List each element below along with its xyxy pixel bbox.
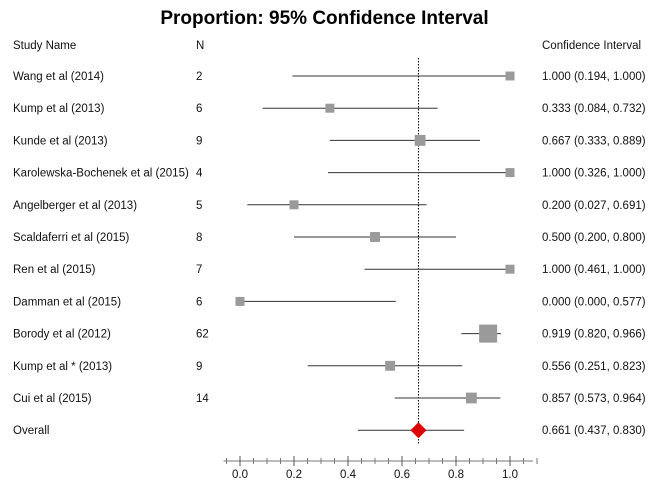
study-row: Scaldaferri et al (2015) 8 0.500 (0.200, 0… [13,232,646,244]
study-marker [505,71,515,81]
study-marker [385,360,396,371]
study-name: Borody et al (2012) [13,329,111,341]
study-marker [465,392,477,404]
study-row: Kunde et al (2013) 9 0.667 (0.333, 0.889) [13,135,646,147]
study-n: 2 [196,71,202,83]
study-row: Angelberger et al (2013) 5 0.200 (0.027, 0… [13,200,646,212]
study-ci-text: 0.667 (0.333, 0.889) [542,135,646,147]
overall-ci-text: 0.661 (0.437, 0.830) [542,425,646,437]
study-name: Kump et al (2013) [13,103,105,115]
axis-tick-label: 0.0 [232,469,248,481]
study-ci-text: 0.500 (0.200, 0.800) [542,232,646,244]
study-name: Ren et al (2015) [13,264,96,276]
study-row: Damman et al (2015) 6 0.000 (0.000, 0.577) [13,296,646,308]
axis-tick-label: 1.0 [502,469,518,481]
study-name: Damman et al (2015) [13,296,121,308]
study-name: Angelberger et al (2013) [13,200,137,212]
study-n: 9 [196,135,202,147]
study-ci-text: 0.333 (0.084, 0.732) [542,103,646,115]
study-ci-text: 0.200 (0.027, 0.691) [542,200,646,212]
header-study-name: Study Name [13,40,76,52]
study-name: Kunde et al (2013) [13,135,108,147]
study-ci-text: 0.556 (0.251, 0.823) [542,361,646,373]
study-n: 9 [196,361,202,373]
study-row: Wang et al (2014) 2 1.000 (0.194, 1.000) [13,71,646,83]
study-name: Cui et al (2015) [13,393,92,405]
axis-tick-label: 0.4 [340,469,357,481]
study-row: Karolewska-Bochenek et al (2015) 4 1.000 (… [13,168,646,180]
study-marker [370,232,380,242]
header-n: N [196,40,204,52]
study-n: 7 [196,264,202,276]
study-ci-text: 0.857 (0.573, 0.964) [542,393,646,405]
study-name: Wang et al (2014) [13,71,104,83]
study-marker [505,264,515,274]
study-ci-text: 0.919 (0.820, 0.966) [542,329,646,341]
study-row: Cui et al (2015) 14 0.857 (0.573, 0.964) [13,392,646,405]
axis-tick-label: 0.6 [394,469,410,481]
study-ci-text: 1.000 (0.194, 1.000) [542,71,646,83]
study-name: Karolewska-Bochenek et al (2015) [13,168,189,180]
study-n: 4 [196,168,203,180]
study-n: 62 [196,329,209,341]
x-axis: 0.0 0.2 0.4 0.6 0.8 1.0 [223,456,538,481]
study-marker [414,135,426,146]
study-n: 14 [196,393,209,405]
study-rows: Wang et al (2014) 2 1.000 (0.194, 1.000) Ku… [13,58,646,445]
study-marker [325,103,335,113]
study-n: 6 [196,103,202,115]
study-row: Kump et al * (2013) 9 0.556 (0.251, 0.823) [13,361,646,373]
study-row: Ren et al (2015) 7 1.000 (0.461, 1.000) [13,264,646,276]
overall-row: Overall 0.661 (0.437, 0.830) [13,422,646,439]
study-n: 8 [196,232,202,244]
study-marker [479,324,498,343]
study-ci-text: 0.000 (0.000, 0.577) [542,296,646,308]
study-marker [505,168,515,178]
study-ci-text: 1.000 (0.326, 1.000) [542,168,646,180]
study-marker [235,296,245,306]
study-row: Kump et al (2013) 6 0.333 (0.084, 0.732) [13,103,646,115]
overall-label: Overall [13,425,49,437]
study-name: Kump et al * (2013) [13,361,112,373]
study-n: 6 [196,296,202,308]
study-name: Scaldaferri et al (2015) [13,232,130,244]
study-row: Borody et al (2012) 62 0.919 (0.820, 0.966… [13,324,646,343]
chart-title: Proportion: 95% Confidence Interval [160,8,489,29]
study-n: 5 [196,200,202,212]
overall-diamond [410,422,427,439]
study-ci-text: 1.000 (0.461, 1.000) [542,264,646,276]
header-confidence-interval: Confidence Interval [542,40,641,52]
axis-tick-label: 0.8 [448,469,464,481]
study-marker [289,200,299,210]
axis-tick-label: 0.2 [286,469,302,481]
